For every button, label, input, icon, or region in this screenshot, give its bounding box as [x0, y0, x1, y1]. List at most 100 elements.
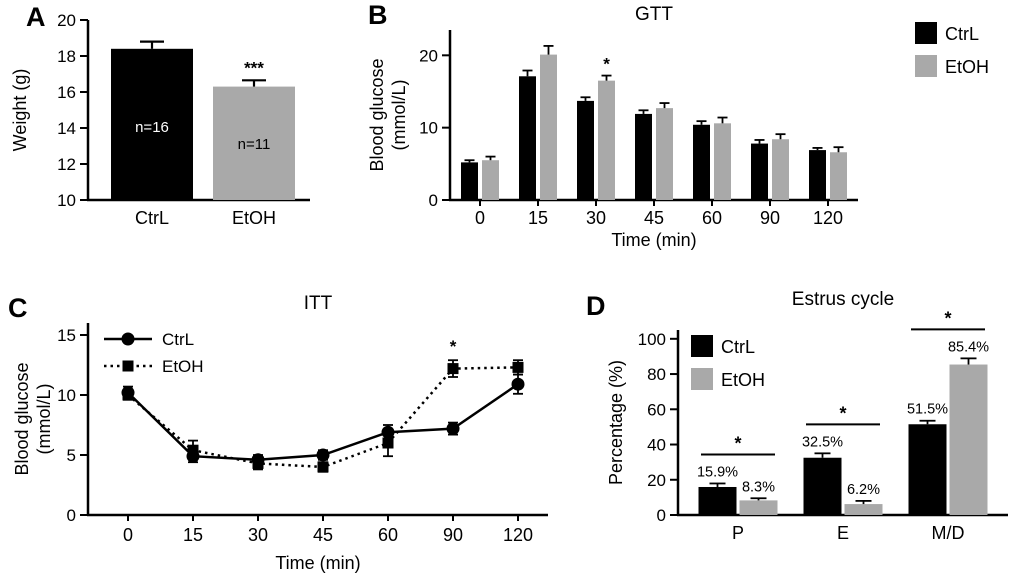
x-category-label: 60 — [702, 208, 722, 228]
x-tick-label: 90 — [443, 525, 463, 545]
bar-CtrL — [693, 124, 710, 200]
sample-size-label: n=11 — [238, 136, 271, 153]
bar-CtrL — [461, 162, 478, 200]
bar-EtOH — [598, 80, 615, 200]
panel-d: D 0 20 40 60 80 100 Percentage (%) Estrus cycle… — [578, 285, 1020, 577]
bar-CtrL — [635, 113, 652, 200]
bar-EtOH — [540, 54, 557, 200]
y-tick-label: 20 — [647, 471, 666, 490]
panel-d-chart: 0 20 40 60 80 100 Percentage (%) Estrus cycle P E… — [606, 289, 1008, 543]
chart-title: GTT — [635, 4, 673, 25]
y-axis-title: (mmol/L) — [389, 80, 409, 151]
x-category-label: 120 — [813, 208, 843, 228]
x-tick-label: 60 — [378, 525, 398, 545]
y-tick-label: 15 — [57, 326, 76, 345]
line-CtrL — [127, 383, 519, 462]
x-axis: 0 15 30 45 60 90 120 — [123, 515, 533, 545]
y-tick-label: 0 — [429, 191, 438, 210]
x-tick-label: 15 — [183, 525, 203, 545]
panel-b: B 0 10 20 Blood glucose (mmol/L) GTT 0 15 30 45 60… — [350, 0, 1020, 270]
y-tick-label: 0 — [67, 506, 76, 525]
y-tick-label: 10 — [57, 386, 76, 405]
y-tick-label: 10 — [57, 191, 76, 210]
legend-marker-EtOH — [122, 360, 134, 372]
legend: CtrL EtOH — [915, 22, 989, 77]
bar-EtOH — [949, 364, 988, 515]
legend-label: EtOH — [162, 357, 204, 376]
value-label: 32.5% — [802, 434, 843, 450]
x-axis: P E M/D — [732, 523, 965, 543]
significance-marker: * — [839, 403, 846, 423]
y-tick-label: 80 — [647, 365, 666, 384]
y-axis: 10 12 14 16 18 20 — [57, 11, 88, 210]
bar-EtOH — [772, 139, 789, 200]
value-label: 15.9% — [697, 464, 738, 480]
chart-title: Estrus cycle — [792, 289, 894, 310]
significance-marker: * — [944, 308, 951, 328]
legend-swatch-EtOH — [915, 55, 937, 77]
data-point-EtOH — [317, 461, 329, 473]
panel-c-chart: 0 5 10 15 Blood glucose (mmol/L) ITT 0 15 30 45 60 9… — [12, 293, 548, 573]
legend-label: CtrL — [721, 337, 755, 357]
y-axis-title: Weight (g) — [10, 69, 30, 152]
panel-c: C 0 5 10 15 Blood glucose (mmol/L) ITT 0 15 30 45 6… — [0, 285, 575, 577]
value-label: 51.5% — [907, 402, 948, 418]
data-point-EtOH — [512, 361, 524, 373]
legend-label: CtrL — [945, 24, 979, 44]
legend: CtrL EtOH — [691, 335, 765, 390]
legend-marker-CtrL — [121, 332, 135, 346]
x-tick-label: 30 — [248, 525, 268, 545]
y-tick-label: 20 — [57, 11, 76, 30]
legend-swatch-CtrL — [915, 22, 937, 44]
y-tick-label: 12 — [57, 155, 76, 174]
axes — [448, 30, 858, 202]
value-label: 6.2% — [847, 482, 880, 498]
y-tick-label: 0 — [657, 506, 666, 525]
bar-CtrL — [577, 100, 594, 200]
x-tick-label: 120 — [503, 525, 533, 545]
bar-EtOH — [714, 123, 731, 200]
y-tick-label: 100 — [638, 330, 666, 349]
x-category-label: 0 — [475, 208, 485, 228]
x-axis-title: Time (min) — [611, 230, 696, 250]
bar-EtOH — [739, 500, 778, 515]
panel-c-label: C — [8, 293, 28, 323]
x-category-label: 15 — [528, 208, 548, 228]
bars — [461, 45, 847, 200]
y-tick-label: 40 — [647, 436, 666, 455]
data-point-CtrL — [511, 377, 525, 391]
y-axis: 0 20 40 60 80 100 — [638, 330, 678, 525]
y-tick-label: 18 — [57, 47, 76, 66]
series-CtrL — [121, 373, 525, 467]
bars: 15.9%8.3% 32.5% 6.2% 51.5% 85.4% — [697, 339, 989, 515]
x-category-label: E — [837, 523, 849, 543]
bar-EtOH — [844, 504, 883, 515]
x-category-label: EtOH — [232, 208, 276, 228]
legend-swatch-EtOH — [691, 368, 713, 390]
data-point-EtOH — [187, 444, 199, 456]
bar-EtOH — [656, 108, 673, 200]
panel-d-label: D — [586, 291, 606, 321]
y-axis: 0 10 20 — [419, 46, 450, 210]
x-axis-title: Time (min) — [275, 553, 360, 573]
legend: CtrL EtOH — [104, 330, 204, 376]
value-label: 85.4% — [948, 339, 989, 355]
bars: n=16 CtrL n=11 EtOH *** — [111, 40, 295, 228]
bar-EtOH — [482, 160, 499, 200]
data-point-CtrL — [316, 448, 330, 462]
x-category-label: M/D — [932, 523, 965, 543]
x-category-label: CtrL — [135, 208, 169, 228]
x-category-label: 45 — [644, 208, 664, 228]
y-axis-title: Blood glucose — [12, 362, 32, 475]
panel-a-chart: 10 12 14 16 18 20 Weight (g) n=16 CtrL n=11 EtOH **… — [10, 11, 310, 228]
y-axis-title: Blood glucose — [367, 58, 387, 171]
data-point-CtrL — [446, 422, 460, 436]
series-EtOH — [122, 359, 524, 473]
x-category-label: 30 — [586, 208, 606, 228]
legend-label: EtOH — [721, 370, 765, 390]
panel-a: A 10 12 14 16 18 20 Weight (g) n=16 CtrL n=11 EtOH… — [0, 0, 345, 270]
bar-CtrL — [809, 150, 826, 200]
chart-title: ITT — [304, 293, 333, 314]
x-category-label: P — [732, 523, 744, 543]
